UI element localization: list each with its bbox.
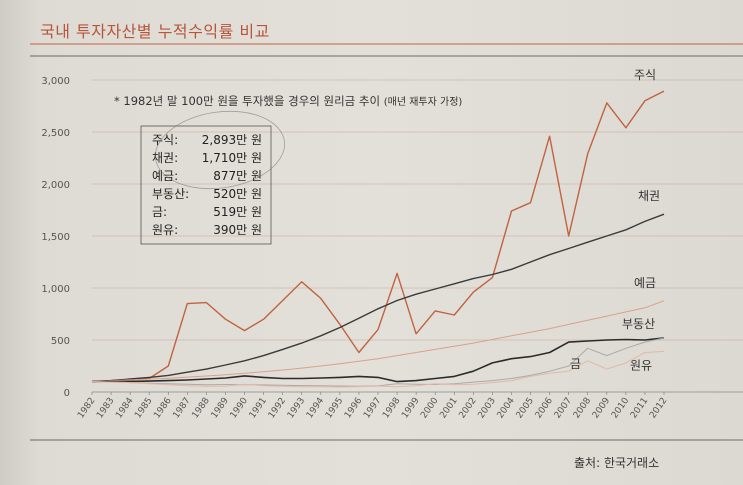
- x-tick-label: 1999: [400, 396, 421, 421]
- box-entry-value: 519만 원: [213, 205, 262, 219]
- x-tick-label: 2004: [496, 396, 517, 421]
- y-tick-label: 2,000: [41, 180, 70, 191]
- x-tick-label: 1982: [76, 396, 97, 420]
- x-tick-label: 1993: [286, 396, 307, 420]
- series-label-3: 부동산: [622, 317, 655, 331]
- box-entry-value: 2,893만 원: [202, 133, 262, 147]
- x-tick-label: 1996: [343, 396, 364, 421]
- x-tick-label: 1991: [248, 396, 269, 420]
- series-lines: [91, 90, 665, 388]
- series-label-4: 금: [570, 357, 581, 371]
- box-entry-value: 520만 원: [213, 187, 262, 201]
- x-tick-label: 1987: [171, 396, 192, 420]
- x-tick-label: 2005: [515, 396, 536, 420]
- x-tick-label: 1997: [362, 396, 383, 420]
- y-tick-label: 500: [51, 336, 70, 347]
- y-tick-label: 0: [64, 388, 70, 399]
- x-tick-label: 1985: [133, 396, 154, 420]
- box-entry-value: 390만 원: [213, 223, 262, 237]
- x-tick-label: 2010: [610, 396, 631, 421]
- box-entry-value: 1,710만 원: [202, 151, 262, 165]
- box-entry-label: 채권:: [152, 151, 178, 165]
- x-tick-label: 1983: [95, 396, 116, 420]
- x-axis-ticks: 1982198319841985198619871988198919901991…: [76, 392, 669, 420]
- series-line-2: [91, 300, 665, 383]
- x-tick-label: 2011: [629, 396, 650, 420]
- series-label-0: 주식: [634, 68, 656, 82]
- y-tick-label: 3,000: [41, 76, 70, 87]
- x-tick-label: 2009: [591, 396, 612, 421]
- series-label-1: 채권: [638, 189, 660, 203]
- x-tick-label: 1998: [381, 396, 402, 421]
- x-tick-label: 2008: [572, 396, 593, 421]
- x-tick-label: 2007: [553, 396, 574, 420]
- box-entry-label: 금:: [152, 205, 167, 219]
- series-label-2: 예금: [634, 276, 656, 290]
- y-tick-label: 1,500: [41, 232, 70, 243]
- y-tick-label: 1,000: [41, 284, 70, 295]
- series-line-5: [91, 350, 665, 388]
- box-entry-label: 부동산:: [152, 187, 189, 201]
- x-tick-label: 1990: [229, 396, 250, 421]
- box-entry-label: 원유:: [152, 223, 178, 237]
- box-entry-value: 877만 원: [213, 169, 262, 183]
- x-tick-label: 1992: [267, 396, 288, 420]
- chart-title: 국내 투자자산별 누적수익률 비교: [40, 22, 270, 41]
- x-tick-label: 1988: [191, 396, 212, 421]
- source-text: 출처: 한국거래소: [574, 456, 660, 470]
- x-tick-label: 2006: [534, 396, 555, 421]
- x-tick-label: 2000: [419, 396, 440, 421]
- x-tick-label: 1984: [114, 396, 135, 421]
- series-line-0: [91, 90, 665, 383]
- x-tick-label: 2003: [477, 396, 498, 420]
- x-tick-label: 1995: [324, 396, 345, 420]
- chart-note: * 1982년 말 100만 원을 투자했을 경우의 원리금 추이 (매년 재투…: [114, 94, 462, 108]
- summary-box: [140, 125, 272, 245]
- series-line-3: [92, 337, 665, 383]
- y-tick-label: 2,500: [41, 128, 70, 139]
- grid-lines: [92, 79, 743, 393]
- x-tick-label: 2012: [648, 396, 669, 420]
- series-line-1: [91, 213, 665, 383]
- y-axis-ticks: 0 500 1,000 1,500 2,000 2,500 3,000: [41, 76, 70, 399]
- x-tick-label: 2001: [438, 396, 459, 420]
- x-tick-label: 1994: [305, 396, 326, 421]
- x-tick-label: 2002: [457, 396, 478, 420]
- series-label-5: 원유: [630, 358, 652, 372]
- x-tick-label: 1986: [152, 396, 173, 421]
- x-tick-label: 1989: [210, 396, 231, 421]
- hand-drawn-circle: [155, 110, 285, 190]
